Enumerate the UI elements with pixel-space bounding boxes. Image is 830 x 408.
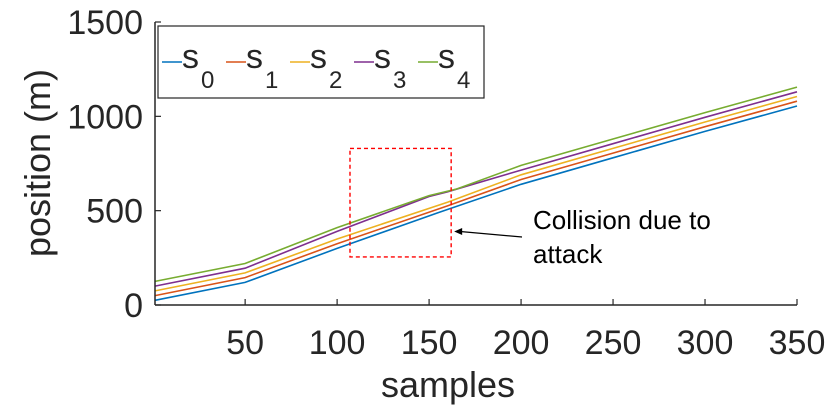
series-line-s2 — [154, 95, 798, 292]
y-tick-label: 0 — [124, 287, 143, 325]
series-line-s1 — [154, 100, 798, 297]
y-axis-title: position (m) — [17, 69, 58, 257]
x-tick-label: 250 — [585, 324, 642, 362]
legend-label-s1: s — [246, 38, 263, 76]
annotation-text-line1: Collision due to — [533, 205, 711, 235]
x-tick-label: 350 — [769, 324, 826, 362]
x-tick-label: 300 — [677, 324, 734, 362]
legend-label-s0: s — [182, 38, 199, 76]
legend-label-s3: s — [374, 38, 391, 76]
annotation-arrow-head — [454, 227, 463, 235]
legend-subscript-s0: 0 — [201, 67, 214, 94]
legend-subscript-s2: 2 — [329, 67, 342, 94]
annotation-group — [349, 147, 523, 258]
annotation-text-line2: attack — [533, 239, 603, 269]
x-tick-label: 100 — [309, 324, 366, 362]
legend-label-s4: s — [438, 38, 455, 76]
y-tick-label: 500 — [86, 193, 143, 231]
series-line-s3 — [154, 91, 798, 287]
x-ticks: 50 100 150 200 250 300 350 — [226, 299, 825, 362]
annotation-box — [349, 147, 452, 258]
x-tick-label: 150 — [401, 324, 458, 362]
legend-subscript-s4: 4 — [457, 67, 470, 94]
legend-subscript-s1: 1 — [265, 67, 278, 94]
x-tick-label: 200 — [493, 324, 550, 362]
series-line-s4 — [154, 86, 798, 283]
x-tick-label: 50 — [226, 324, 264, 362]
x-axis-title: samples — [381, 364, 515, 405]
y-tick-label: 1000 — [67, 98, 143, 136]
y-ticks: 0 500 1000 1500 — [67, 4, 161, 325]
y-tick-label: 1500 — [67, 4, 143, 42]
series-line-s0 — [154, 105, 798, 302]
series-layer — [154, 86, 798, 302]
legend-label-s2: s — [310, 38, 327, 76]
legend-subscript-s3: 3 — [393, 67, 406, 94]
annotation-arrow-line — [460, 230, 523, 238]
